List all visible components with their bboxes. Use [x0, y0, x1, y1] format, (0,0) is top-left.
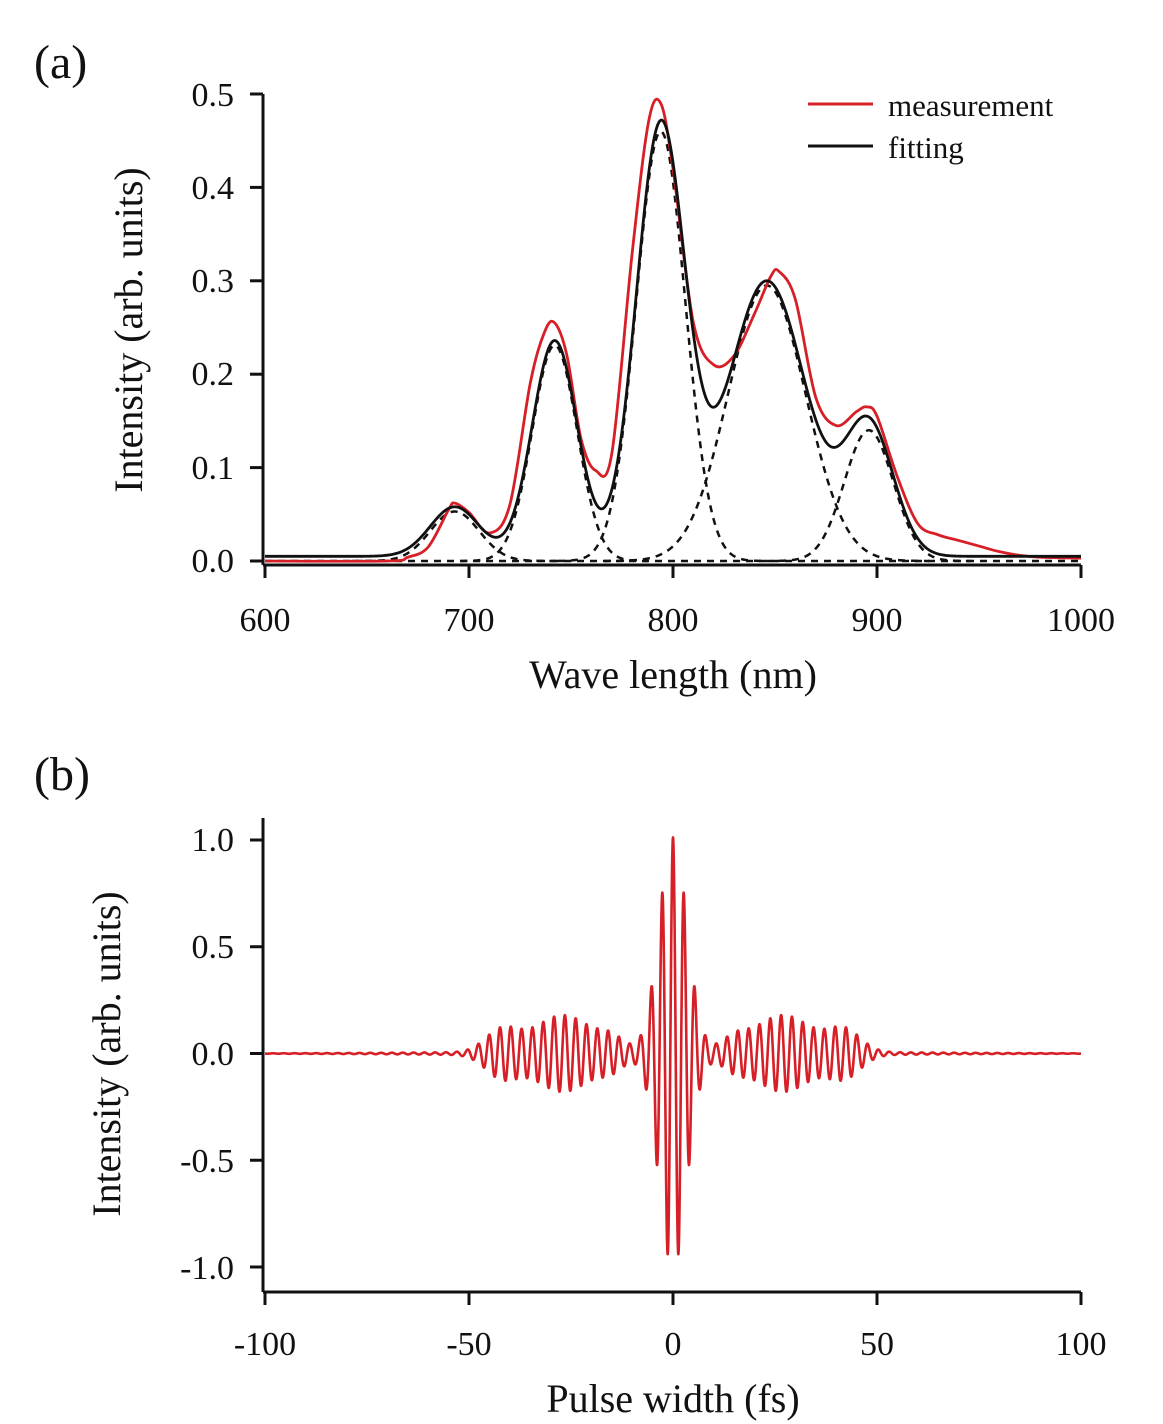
fitting-line — [265, 118, 1081, 558]
panel-a-ytick-label: 0.3 — [192, 263, 235, 300]
panel-b-label: (b) — [34, 748, 90, 801]
panel-b-plot-lines — [263, 836, 1083, 1256]
panel-a-ytick-label: 0.2 — [192, 356, 235, 393]
component-curve-2 — [460, 344, 649, 563]
panel-b-ytick-label: 0.5 — [192, 929, 235, 966]
panel-a-ticks — [250, 92, 1083, 578]
panel-b-ticks — [250, 838, 1083, 1305]
legend-fitting-label: fitting — [888, 130, 964, 165]
panel-b: (b) -100 -50 0 50 100 -1.0 -0.5 0.0 0.5 … — [34, 748, 1107, 1421]
panel-b-xtick-label: 0 — [665, 1326, 682, 1363]
panel-b-x-axis-title: Pulse width (fs) — [546, 1376, 799, 1421]
panel-b-ytick-label: 0.0 — [192, 1036, 235, 1073]
panel-b-ytick-label: -1.0 — [180, 1250, 234, 1287]
legend: measurement fitting — [808, 88, 1054, 165]
panel-b-xtick-label: 50 — [860, 1326, 894, 1363]
panel-a-y-axis-title: Intensity (arb. units) — [106, 167, 151, 493]
panel-a: (a) 600 700 800 900 1000 0.0 0.1 0.2 0.3… — [34, 36, 1115, 697]
panel-b-xtick-label: 100 — [1056, 1326, 1107, 1363]
pulse-line — [263, 836, 1083, 1256]
panel-a-xtick-label: 1000 — [1047, 602, 1115, 639]
panel-a-xtick-label: 700 — [444, 602, 495, 639]
panel-b-xtick-label: -100 — [234, 1326, 296, 1363]
panel-b-y-axis-title: Intensity (arb. units) — [84, 891, 129, 1217]
panel-b-ytick-label: 1.0 — [192, 822, 235, 859]
component-curve-3 — [557, 130, 763, 563]
panel-b-xtick-label: -50 — [446, 1326, 491, 1363]
panel-a-xtick-label: 800 — [648, 602, 699, 639]
panel-a-ytick-label: 0.5 — [192, 77, 235, 114]
panel-a-xtick-label: 600 — [240, 602, 291, 639]
panel-a-label: (a) — [34, 36, 87, 89]
panel-a-plot-lines — [264, 97, 1082, 563]
panel-a-ytick-label: 0.1 — [192, 450, 235, 487]
panel-a-ytick-label: 0.0 — [192, 543, 235, 580]
panel-b-ytick-label: -0.5 — [180, 1143, 234, 1180]
panel-a-x-axis-title: Wave length (nm) — [529, 652, 817, 697]
panel-a-xtick-label: 900 — [852, 602, 903, 639]
component-curve-1 — [351, 510, 557, 563]
component-curve-5 — [766, 428, 972, 563]
panel-a-ytick-label: 0.4 — [192, 170, 235, 207]
legend-measurement-label: measurement — [888, 88, 1054, 123]
